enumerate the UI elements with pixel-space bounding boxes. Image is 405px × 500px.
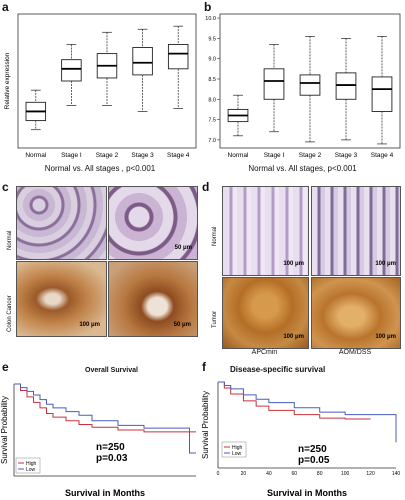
scale-bar-d1: 100 μm	[283, 261, 304, 267]
plot-frame	[219, 13, 401, 149]
row-label-d-normal: Normal	[212, 226, 218, 246]
scale-bar-c2: 100 μm	[79, 322, 100, 328]
scale-bar-d4: 100 μm	[375, 334, 396, 340]
x-tick-label: Stage 4	[167, 152, 190, 159]
survival-line-low	[218, 381, 397, 443]
x-tick-label: 20	[241, 471, 247, 477]
panel-letter-b: b	[204, 0, 212, 14]
y-axis-label: Survival Probability	[201, 391, 210, 459]
x-axis-label: Survival in Months	[65, 488, 145, 498]
x-tick-label: Normal	[25, 152, 47, 159]
ihc-photo-d-tumor-apcmin: 100 μm	[222, 277, 309, 349]
ihc-photo-c-cancer-high: 50 μm	[108, 261, 198, 337]
x-tick-label: Stage 2	[96, 152, 119, 159]
y-tick-label: 9.5	[208, 36, 216, 42]
x-tick-label: Stage 4	[371, 152, 394, 159]
legend-label: Low	[26, 467, 36, 473]
ihc-photo-d-normal-aomdss: 100 μm	[311, 186, 401, 276]
box-1	[263, 68, 285, 100]
y-tick-label: 8.5	[208, 77, 216, 83]
x-tick-label: Stage 3	[131, 152, 154, 159]
n-label: n=250	[298, 444, 327, 455]
title-e: Overall Survival	[85, 367, 138, 374]
scale-bar-c3: 50 μm	[173, 322, 191, 328]
x-tick-label: 80	[317, 471, 323, 477]
survival-line-high	[14, 383, 196, 433]
x-tick-label: Stage 3	[335, 152, 358, 159]
caption-a: Normal vs. All stages , p<0.001	[44, 164, 156, 173]
box-1	[61, 59, 82, 82]
x-tick-label: Stage 2	[299, 152, 322, 159]
survival-line-high	[218, 381, 371, 420]
y-tick-label: 8.0	[208, 97, 216, 103]
scale-bar-d3: 100 μm	[283, 334, 304, 340]
row-label-d-tumor: Tumor	[212, 310, 218, 328]
box-3	[335, 72, 357, 100]
y-tick-label: 7.5	[208, 118, 216, 124]
panel-letter-d: d	[202, 180, 210, 194]
box-4	[371, 76, 393, 112]
x-tick-label: 0	[217, 471, 220, 477]
p-value-label: p=0.03	[96, 453, 128, 464]
y-axis-label: Relative expression	[4, 52, 11, 109]
ihc-photo-c-normal-low	[16, 186, 107, 260]
col-label-d-apcmin: APCmin	[251, 349, 278, 356]
title-f: Disease-specific survival	[230, 365, 326, 374]
scale-bar-c1: 50 μm	[174, 245, 192, 251]
legend-label: High	[232, 445, 243, 451]
survival-chart-e: Survival in Months Survival Probability n=…	[0, 383, 196, 498]
x-tick-label: Stage I	[264, 152, 285, 159]
row-label-c-cancer: Colon Cancer	[7, 295, 13, 332]
caption-b: Normal vs. All stages, p<0.001	[248, 164, 357, 173]
x-tick-label: Normal	[228, 152, 250, 159]
x-axis-label: Survival in Months	[267, 488, 347, 498]
n-label: n=250	[96, 442, 125, 453]
x-tick-label: 100	[341, 471, 350, 477]
y-tick-label: 7.0	[208, 138, 216, 144]
y-axis-label: Survival Probability	[0, 396, 9, 464]
panel-letter-a: a	[2, 0, 9, 14]
row-label-c-normal: Normal	[7, 230, 13, 250]
col-label-d-aomdss: AOM/DSS	[338, 349, 372, 356]
panel-letter-c: c	[2, 180, 9, 194]
boxplot-b: Normal Stage I Stage 2 Stage 3 Stage 4 7.0 7.5…	[205, 13, 401, 159]
survival-line-low	[14, 383, 196, 454]
ihc-photo-c-normal-high: 50 μm	[108, 186, 198, 260]
x-tick-label: 60	[292, 471, 298, 477]
scale-bar-d2: 100 μm	[375, 261, 396, 267]
box-4	[167, 44, 189, 70]
ihc-photo-d-tumor-aomdss: 100 μm	[311, 277, 401, 349]
box-3	[132, 47, 153, 76]
panel-letter-e: e	[2, 360, 9, 374]
y-tick-label: 10.0	[205, 16, 216, 22]
p-value-label: p=0.05	[298, 455, 330, 466]
boxplot-a: Normal Stage I Stage 2 Stage 3 Stage 4 Relati…	[4, 13, 197, 159]
survival-chart-f: 0 20 40 60 80 100 120 140 Survival in Months Surv…	[201, 381, 401, 498]
box-2	[299, 74, 321, 96]
panel-letter-f: f	[202, 360, 206, 374]
y-tick-label: 9.0	[208, 57, 216, 63]
plot-frame	[17, 13, 197, 149]
ihc-photo-d-normal-apcmin: 100 μm	[222, 186, 309, 276]
ihc-photo-c-cancer-low: 100 μm	[16, 261, 107, 337]
legend-label: High	[26, 461, 37, 467]
x-tick-label: Stage I	[61, 152, 82, 159]
x-tick-label: 40	[266, 471, 272, 477]
x-tick-label: 120	[366, 471, 375, 477]
x-tick-label: 140	[392, 471, 401, 477]
legend-label: Low	[232, 451, 242, 457]
